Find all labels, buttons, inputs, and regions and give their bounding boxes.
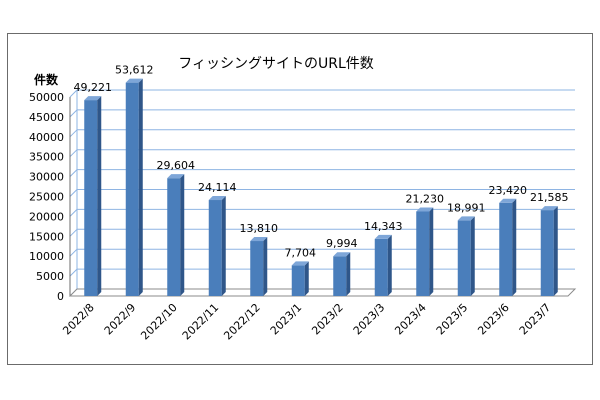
bar-top [167, 174, 185, 179]
bar-front [291, 265, 305, 296]
x-tick-label: 2022/10 [138, 301, 180, 343]
bar-front [250, 241, 264, 296]
bar-top [125, 78, 143, 83]
x-tick-label: 2023/1 [268, 301, 305, 338]
bar-side [263, 237, 268, 296]
bar-front [167, 178, 181, 296]
gridline-side [69, 228, 78, 237]
bar-top [291, 261, 309, 266]
bar-side [470, 216, 475, 296]
y-tick-label: 50000 [29, 91, 64, 104]
bar-top [250, 237, 268, 242]
chart-frame: 0 5000 10000 15000 20000 25000 30000 35000 40000… [7, 33, 593, 365]
y-axis-label: 件数 [34, 72, 59, 87]
data-label: 14,343 [364, 220, 403, 233]
gridline-side [69, 149, 78, 158]
x-tick-label: 2023/7 [517, 301, 554, 338]
bar-top [84, 96, 102, 101]
gridline-side [69, 268, 78, 277]
gridline-side [69, 169, 78, 177]
bar-top [499, 198, 517, 203]
grid-layer [69, 89, 575, 297]
bar-side [304, 261, 309, 296]
y-tick-label: 25000 [29, 191, 64, 204]
bar-top [540, 206, 558, 211]
bar-chart: 0 5000 10000 15000 20000 25000 30000 35000 40000… [29, 56, 577, 343]
bar-front [208, 200, 222, 296]
gridline-side [69, 109, 78, 118]
data-label: 49,221 [74, 81, 113, 94]
gridline-side [69, 189, 78, 197]
x-tick-label: 2022/12 [221, 301, 263, 343]
data-label: 9,994 [326, 237, 358, 250]
gridline-side [69, 89, 78, 98]
bar-side [221, 196, 226, 296]
gridline-side [69, 248, 78, 257]
bar-front [540, 210, 554, 296]
bar-front [457, 220, 471, 296]
bar-front [499, 202, 513, 296]
data-label: 21,585 [530, 191, 569, 204]
x-tick-label: 2022/9 [102, 301, 139, 338]
y-tick-label: 15000 [29, 230, 64, 243]
bar-top [374, 234, 392, 239]
bar-top [208, 196, 226, 201]
y-tick-label: 30000 [29, 171, 64, 184]
bar-top [416, 207, 434, 212]
x-tick-label: 2023/5 [434, 301, 471, 338]
bar-front [84, 100, 98, 296]
data-label: 18,991 [447, 201, 486, 214]
data-label: 29,604 [157, 159, 196, 172]
bar-side [387, 234, 392, 296]
data-label: 53,612 [115, 64, 154, 77]
x-tick-label: 2023/3 [351, 301, 388, 338]
y-tick-label: 5000 [36, 270, 64, 283]
y-tick-label: 40000 [29, 131, 64, 144]
data-label: 24,114 [198, 181, 237, 194]
bar-side [512, 198, 517, 296]
y-tick-label: 20000 [29, 210, 64, 223]
bar-side [346, 252, 351, 296]
x-tick-label: 2023/2 [309, 301, 346, 338]
bar-front [125, 82, 139, 296]
data-label: 23,420 [489, 184, 528, 197]
y-tick-label: 45000 [29, 111, 64, 124]
bar-side [97, 96, 102, 296]
data-label: 7,704 [285, 246, 317, 259]
bar-front [333, 256, 347, 296]
axis-layer: 0 5000 10000 15000 20000 25000 30000 35000 40000… [29, 91, 577, 303]
data-label: 21,230 [406, 193, 445, 206]
x-tick-label: 2022/8 [60, 301, 97, 338]
bar-side [553, 206, 558, 296]
y-tick-label: 0 [57, 290, 64, 303]
bar-side [138, 78, 143, 296]
bar-side [429, 207, 434, 296]
y-tick-label: 35000 [29, 151, 64, 164]
bar-layer [84, 78, 558, 296]
x-tick-label: 2023/6 [475, 301, 512, 338]
gridline-side [69, 209, 78, 217]
bar-front [374, 238, 388, 296]
data-label: 13,810 [240, 222, 279, 235]
gridline-side [69, 129, 78, 138]
chart-title: フィッシングサイトのURL件数 [178, 56, 374, 72]
bar-side [180, 174, 185, 296]
y-tick-label: 10000 [29, 250, 64, 263]
x-tick-label: 2023/4 [392, 301, 429, 338]
bar-top [457, 216, 475, 221]
x-tick-label: 2022/11 [180, 301, 222, 343]
plot-floor [68, 288, 577, 297]
bar-top [333, 252, 351, 257]
bar-front [416, 211, 430, 296]
